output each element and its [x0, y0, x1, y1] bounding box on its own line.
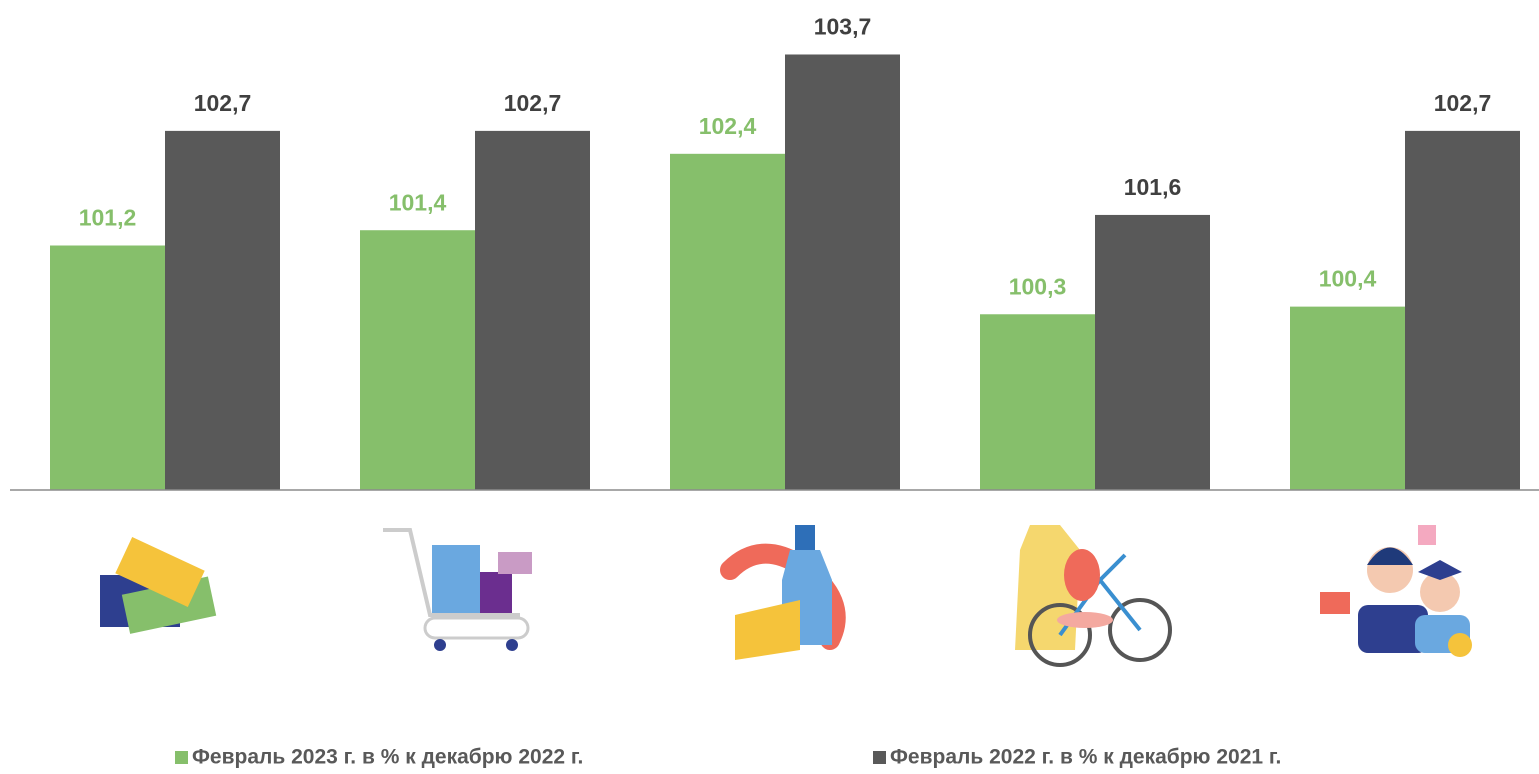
bar [785, 54, 900, 490]
value-label: 100,4 [1319, 266, 1377, 292]
bar [360, 230, 475, 490]
bar [670, 153, 785, 490]
value-label: 101,6 [1124, 174, 1182, 200]
value-label: 101,2 [79, 205, 137, 231]
icon-education [1320, 525, 1472, 657]
bar [1095, 214, 1210, 490]
bar [1290, 306, 1405, 490]
value-label: 102,7 [504, 90, 562, 116]
icon-food [720, 525, 846, 660]
icon-tags [100, 536, 217, 634]
icon-cart [383, 528, 532, 651]
bar [165, 130, 280, 490]
value-label: 102,4 [699, 113, 757, 139]
value-label: 103,7 [814, 14, 872, 40]
bar [980, 314, 1095, 490]
legend: Февраль 2023 г. в % к декабрю 2022 г. Фе… [175, 746, 1281, 769]
value-label: 101,4 [389, 189, 447, 215]
legend-swatch [873, 751, 886, 764]
legend-label: Февраль 2023 г. в % к декабрю 2022 г. [192, 746, 583, 769]
icons [100, 525, 1472, 667]
value-label: 100,3 [1009, 273, 1067, 299]
legend-swatch [175, 751, 188, 764]
legend-label: Февраль 2022 г. в % к декабрю 2021 г. [890, 746, 1281, 769]
icon-clothes [1015, 525, 1172, 667]
bar [475, 130, 590, 490]
bar [50, 245, 165, 490]
bar [1405, 130, 1520, 490]
value-label: 102,7 [194, 90, 252, 116]
value-label: 102,7 [1434, 90, 1492, 116]
